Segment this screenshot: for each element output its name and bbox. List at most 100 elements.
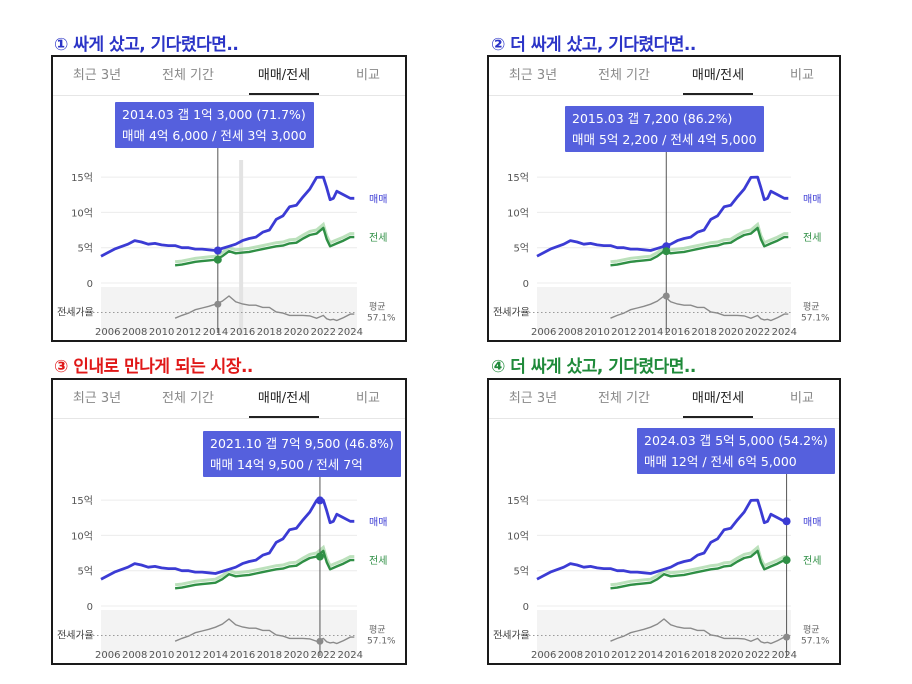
- x-tick-label: 2016: [230, 327, 255, 338]
- rent-cursor-point: [662, 247, 671, 256]
- y-tick-label: 10억: [507, 207, 529, 219]
- x-tick-label: 2018: [257, 650, 282, 661]
- rent-range-line: [174, 544, 355, 587]
- x-tick-label: 2010: [149, 327, 174, 338]
- x-tick-label: 2014: [203, 327, 228, 338]
- tab-all-period[interactable]: 전체 기간: [598, 391, 650, 406]
- sale-series-label: 매매: [369, 516, 387, 528]
- y-tick-label: 15억: [71, 495, 93, 507]
- chart-panel-4: 최근 3년 전체 기간 매매/전세 비교 15억 10억 5억 0 매매 전세 평균 57.1…: [487, 378, 841, 665]
- x-tick-label: 2014: [638, 327, 663, 338]
- tab-recent-3y[interactable]: 최근 3년: [72, 68, 122, 83]
- ratio-line: [610, 618, 789, 645]
- x-tick-label: 2014: [638, 650, 663, 661]
- y-tick-label: 0: [87, 602, 93, 613]
- x-tick-label: 2024: [338, 650, 363, 661]
- tab-compare[interactable]: 비교: [356, 68, 380, 83]
- tooltip-price-line: 매매 14억 9,500 / 전세 7억: [210, 457, 363, 472]
- x-tick-label: 2012: [611, 327, 636, 338]
- tab-bar: 최근 3년 전체 기간 매매/전세 비교: [489, 380, 839, 419]
- rent-cursor-point: [315, 552, 324, 561]
- panel-3-heading: ③ 인내로 만나게 되는 시장..: [54, 357, 253, 377]
- data-tooltip: 2014.03 갭 1억 3,000 (71.7%) 매매 4억 6,000 /…: [115, 102, 314, 148]
- y-tick-label: 15억: [71, 172, 93, 184]
- x-tick-label: 2022: [745, 650, 770, 661]
- hover-column: [239, 160, 244, 335]
- panel-1-heading: ① 싸게 샀고, 기다렸다면..: [54, 35, 239, 55]
- tooltip-gap-line: 2014.03 갭 1억 3,000 (71.7%): [122, 107, 306, 122]
- x-tick-label: 2020: [718, 650, 743, 661]
- rent-line: [610, 226, 789, 267]
- tab-compare[interactable]: 비교: [790, 391, 814, 406]
- ratio-axis-label: 전세가율: [493, 306, 530, 318]
- tab-compare[interactable]: 비교: [356, 391, 380, 406]
- x-tick-label: 2006: [531, 327, 556, 338]
- tab-compare[interactable]: 비교: [790, 68, 814, 83]
- ratio-cursor-point: [316, 637, 324, 645]
- x-tick-label: 2012: [176, 327, 201, 338]
- x-tick-label: 2018: [691, 327, 716, 338]
- ratio-average-value: 57.1%: [801, 636, 830, 646]
- tab-all-period[interactable]: 전체 기간: [162, 391, 214, 406]
- rent-series-label: 전세: [803, 232, 821, 244]
- rent-line: [174, 549, 355, 590]
- x-tick-label: 2010: [149, 650, 174, 661]
- rent-line: [174, 226, 355, 267]
- ratio-axis-label: 전세가율: [493, 629, 530, 641]
- x-tick-label: 2018: [257, 327, 282, 338]
- y-tick-label: 10억: [71, 207, 93, 219]
- x-tick-label: 2018: [691, 650, 716, 661]
- x-tick-label: 2016: [665, 650, 690, 661]
- ratio-average-label: 평균: [803, 301, 820, 312]
- tab-recent-3y[interactable]: 최근 3년: [508, 68, 558, 83]
- tab-sale-rent[interactable]: 매매/전세: [677, 380, 759, 418]
- tab-all-period[interactable]: 전체 기간: [598, 68, 650, 83]
- ratio-band: [101, 287, 357, 333]
- y-tick-label: 5억: [513, 566, 529, 578]
- tab-bar: 최근 3년 전체 기간 매매/전세 비교: [53, 380, 405, 419]
- ratio-cursor-point: [783, 633, 791, 641]
- rent-cursor-point: [213, 255, 222, 264]
- tab-sale-rent[interactable]: 매매/전세: [243, 380, 325, 418]
- x-tick-label: 2020: [284, 327, 309, 338]
- tooltip-price-line: 매매 12억 / 전세 6억 5,000: [644, 454, 797, 469]
- sale-cursor-point: [782, 517, 791, 526]
- x-tick-label: 2020: [284, 650, 309, 661]
- sale-line: [536, 175, 789, 258]
- x-tick-label: 2012: [611, 650, 636, 661]
- tooltip-gap-line: 2021.10 갭 7억 9,500 (46.8%): [210, 436, 394, 451]
- y-tick-label: 0: [523, 279, 529, 290]
- tab-bar: 최근 3년 전체 기간 매매/전세 비교: [53, 57, 405, 96]
- x-tick-label: 2006: [95, 650, 120, 661]
- y-tick-label: 0: [523, 602, 529, 613]
- x-tick-label: 2008: [558, 327, 583, 338]
- y-tick-label: 10억: [507, 530, 529, 542]
- ratio-average-label: 평균: [803, 624, 820, 635]
- sale-series-label: 매매: [369, 193, 387, 205]
- tab-sale-rent[interactable]: 매매/전세: [677, 57, 759, 95]
- rent-series-label: 전세: [369, 555, 387, 567]
- sale-line: [100, 175, 355, 258]
- x-tick-label: 2012: [176, 650, 201, 661]
- panel-4-heading: ④ 더 싸게 샀고, 기다렸다면..: [491, 357, 696, 377]
- tab-all-period[interactable]: 전체 기간: [162, 68, 214, 83]
- tab-recent-3y[interactable]: 최근 3년: [508, 391, 558, 406]
- chart-panel-1: 최근 3년 전체 기간 매매/전세 비교 15억 10억 5억 0 매매 전세 평균 57.1…: [51, 55, 407, 342]
- tab-recent-3y[interactable]: 최근 3년: [72, 391, 122, 406]
- sale-series-label: 매매: [803, 193, 821, 205]
- x-tick-label: 2008: [122, 650, 147, 661]
- x-tick-label: 2022: [311, 650, 336, 661]
- rent-range-line: [610, 221, 789, 264]
- ratio-average-label: 평균: [369, 624, 386, 635]
- y-tick-label: 15억: [507, 495, 529, 507]
- x-tick-label: 2016: [230, 650, 255, 661]
- y-tick-label: 5억: [77, 243, 93, 255]
- x-tick-label: 2020: [718, 327, 743, 338]
- y-tick-label: 0: [87, 279, 93, 290]
- tab-sale-rent[interactable]: 매매/전세: [243, 57, 325, 95]
- x-tick-label: 2008: [122, 327, 147, 338]
